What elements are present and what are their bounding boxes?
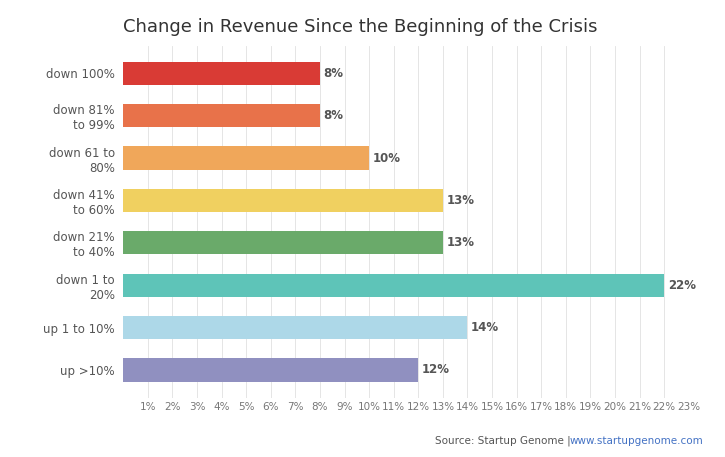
- Bar: [123, 62, 320, 85]
- Bar: [123, 104, 320, 128]
- Text: Source: Startup Genome |: Source: Startup Genome |: [435, 435, 574, 446]
- Text: 22%: 22%: [668, 279, 696, 292]
- Text: 8%: 8%: [323, 67, 344, 80]
- Bar: [123, 189, 443, 212]
- Bar: [123, 358, 418, 382]
- Text: www.startupgenome.com: www.startupgenome.com: [569, 436, 703, 446]
- Text: 13%: 13%: [447, 194, 475, 207]
- Text: 14%: 14%: [471, 321, 500, 334]
- Bar: [123, 316, 468, 339]
- Bar: [123, 231, 443, 255]
- Text: Change in Revenue Since the Beginning of the Crisis: Change in Revenue Since the Beginning of…: [123, 18, 597, 36]
- Text: 12%: 12%: [422, 363, 450, 377]
- Bar: [123, 274, 664, 297]
- Text: 10%: 10%: [373, 152, 401, 165]
- Bar: [123, 146, 369, 170]
- Text: 8%: 8%: [323, 109, 344, 122]
- Text: 13%: 13%: [447, 236, 475, 250]
